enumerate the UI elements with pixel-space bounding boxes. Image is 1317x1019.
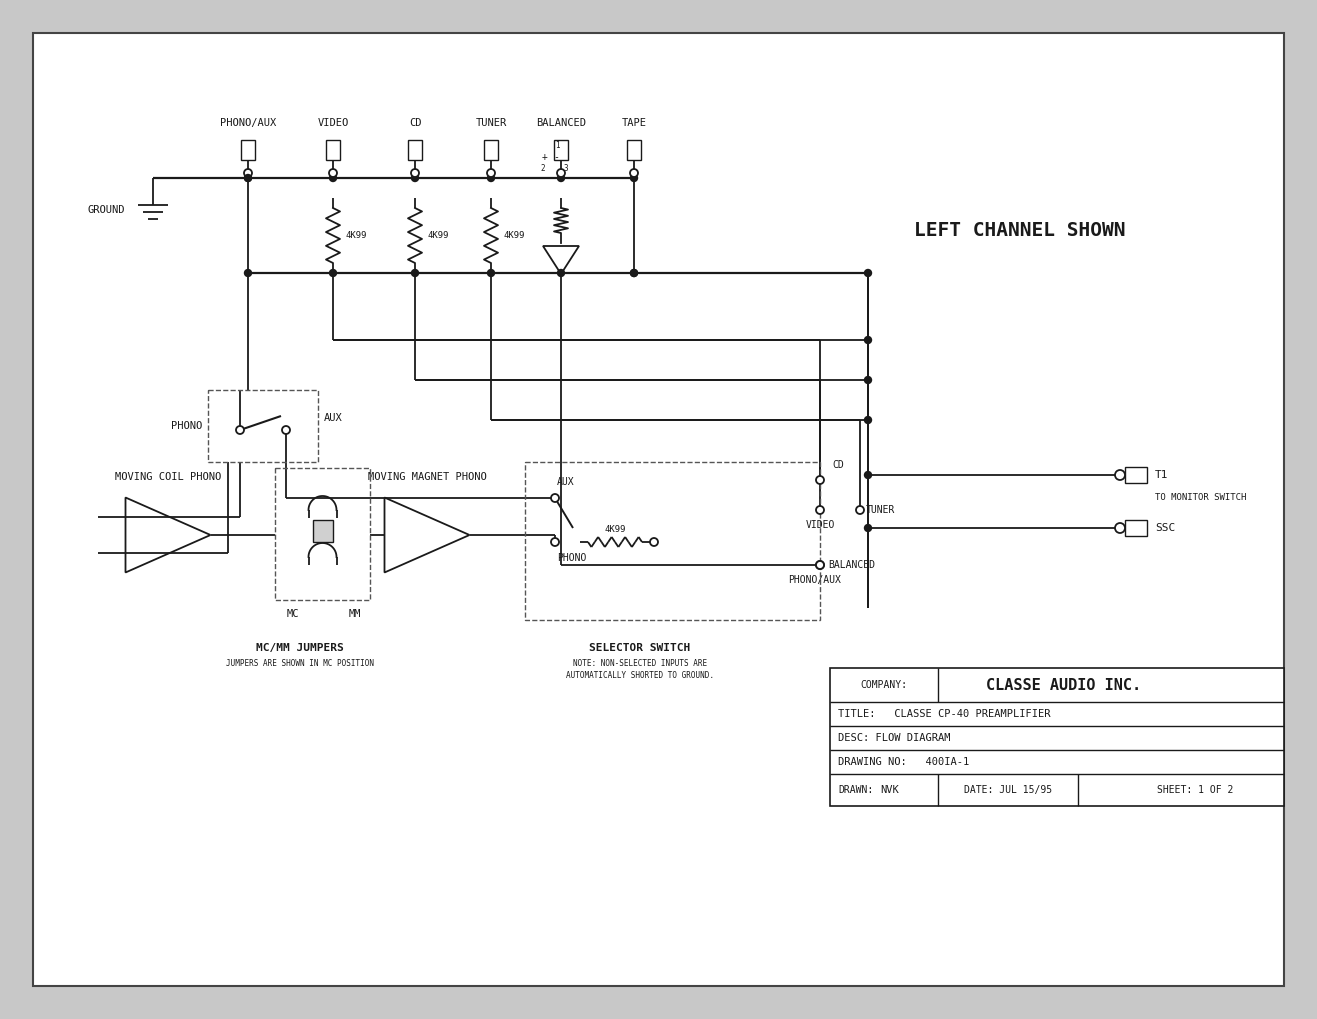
Circle shape [631,174,637,181]
Circle shape [329,169,337,177]
Text: DRAWN:: DRAWN: [838,785,873,795]
Text: BALANCED: BALANCED [536,118,586,128]
Text: LEFT CHANNEL SHOWN: LEFT CHANNEL SHOWN [914,220,1126,239]
Text: VIDEO: VIDEO [317,118,349,128]
Circle shape [631,269,637,276]
Circle shape [245,174,252,181]
Circle shape [411,269,419,276]
Text: JUMPERS ARE SHOWN IN MC POSITION: JUMPERS ARE SHOWN IN MC POSITION [227,658,374,667]
Text: DRAWING NO:   400IA-1: DRAWING NO: 400IA-1 [838,757,969,767]
Circle shape [487,269,494,276]
Circle shape [817,561,824,569]
Text: 2: 2 [541,163,545,172]
Text: CLASSE AUDIO INC.: CLASSE AUDIO INC. [986,678,1142,693]
Text: DESC: FLOW DIAGRAM: DESC: FLOW DIAGRAM [838,733,951,743]
Circle shape [630,169,637,177]
Text: PHONO: PHONO [171,421,202,431]
Text: CD: CD [832,460,844,470]
Circle shape [551,538,558,546]
Text: SHEET: 1 OF 2: SHEET: 1 OF 2 [1156,785,1233,795]
Bar [525,462,820,620]
Text: SELECTOR SWITCH: SELECTOR SWITCH [590,643,690,653]
Text: NVK: NVK [881,785,900,795]
Bar [208,390,317,462]
Bar [830,668,1284,806]
Circle shape [411,169,419,177]
Bar [485,140,498,160]
Bar [275,468,370,600]
Bar [1125,520,1147,536]
Circle shape [651,538,658,546]
Circle shape [1115,523,1125,533]
Text: MC/MM JUMPERS: MC/MM JUMPERS [255,643,344,653]
Circle shape [244,169,252,177]
Circle shape [864,336,872,343]
Text: PHONO: PHONO [557,553,586,564]
Circle shape [817,476,824,484]
Circle shape [631,269,637,276]
Bar [554,140,568,160]
Bar [241,140,255,160]
Text: AUX: AUX [557,477,574,487]
Circle shape [282,426,290,434]
Bar [1125,467,1147,483]
Circle shape [329,269,337,276]
Circle shape [245,174,252,181]
Text: 4K99: 4K99 [346,231,367,240]
Circle shape [487,169,495,177]
Bar [327,140,340,160]
Text: TAPE: TAPE [622,118,647,128]
Text: CD: CD [408,118,421,128]
Circle shape [557,174,565,181]
Text: TITLE:   CLASSE CP-40 PREAMPLIFIER: TITLE: CLASSE CP-40 PREAMPLIFIER [838,709,1051,719]
Text: 4K99: 4K99 [428,231,449,240]
Text: MOVING COIL PHONO: MOVING COIL PHONO [115,473,221,483]
Circle shape [245,269,252,276]
Text: +: + [543,152,548,162]
Text: MC: MC [287,609,299,619]
Circle shape [1115,470,1125,480]
Text: 4K99: 4K99 [605,526,626,535]
Bar [312,520,332,542]
Text: DATE: JUL 15/95: DATE: JUL 15/95 [964,785,1052,795]
Circle shape [864,269,872,276]
Text: 4K99: 4K99 [504,231,525,240]
Text: 1: 1 [554,141,560,150]
Circle shape [557,269,565,276]
Circle shape [329,174,337,181]
Circle shape [817,506,824,514]
Text: TUNER: TUNER [865,505,894,515]
Text: GROUND: GROUND [87,205,125,215]
Text: -: - [553,152,558,162]
Circle shape [487,174,494,181]
Circle shape [864,417,872,424]
Text: AUTOMATICALLY SHORTED TO GROUND.: AUTOMATICALLY SHORTED TO GROUND. [566,671,714,680]
Bar [408,140,421,160]
Text: PHONO/AUX: PHONO/AUX [220,118,277,128]
Circle shape [864,472,872,479]
Text: VIDEO: VIDEO [805,520,835,530]
Text: MOVING MAGNET PHONO: MOVING MAGNET PHONO [367,473,486,483]
Circle shape [557,169,565,177]
Circle shape [864,525,872,532]
Circle shape [864,376,872,383]
Circle shape [551,494,558,502]
Text: MM: MM [349,609,361,619]
Bar [627,140,641,160]
Text: 3: 3 [564,163,569,172]
Circle shape [817,561,824,569]
Text: BALANCED: BALANCED [828,560,874,570]
Circle shape [856,506,864,514]
Text: AUX: AUX [324,413,342,423]
Text: NOTE: NON-SELECTED INPUTS ARE: NOTE: NON-SELECTED INPUTS ARE [573,658,707,667]
Text: SSC: SSC [1155,523,1175,533]
Text: PHONO/AUX: PHONO/AUX [789,575,842,585]
Circle shape [411,174,419,181]
Text: TUNER: TUNER [475,118,507,128]
Text: TO MONITOR SWITCH: TO MONITOR SWITCH [1155,492,1246,501]
Text: COMPANY:: COMPANY: [860,680,907,690]
Text: T1: T1 [1155,470,1168,480]
Circle shape [236,426,244,434]
